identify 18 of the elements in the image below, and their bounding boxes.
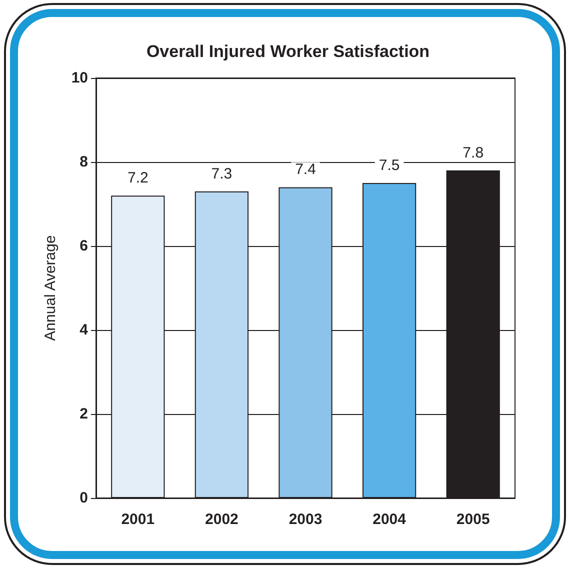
y-tick-label: 10: [71, 70, 88, 86]
y-tick-label: 2: [80, 406, 88, 422]
x-tick-label: 2002: [205, 511, 238, 528]
data-label: 7.4: [295, 161, 316, 178]
data-label: 7.3: [211, 165, 232, 182]
x-tick-label: 2001: [121, 511, 155, 528]
y-tick-label: 8: [80, 154, 88, 170]
y-tick-label: 6: [80, 238, 88, 254]
chart-title: Overall Injured Worker Satisfaction: [146, 42, 430, 61]
y-axis-title: Annual Average: [42, 235, 59, 341]
data-label: 7.2: [127, 170, 148, 187]
data-label: 7.5: [378, 157, 400, 174]
x-tick-label: 2005: [456, 511, 490, 528]
y-tick-label: 4: [80, 322, 89, 338]
data-label: 7.8: [462, 144, 484, 162]
x-tick-label: 2004: [372, 511, 407, 528]
y-tick-label: 0: [80, 490, 88, 506]
x-tick-label: 2003: [288, 511, 322, 528]
